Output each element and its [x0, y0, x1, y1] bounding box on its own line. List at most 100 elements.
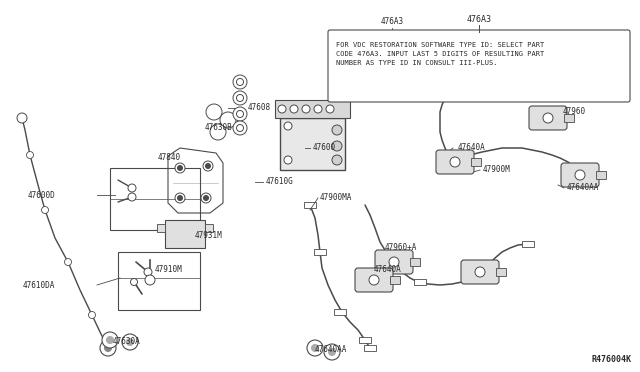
Circle shape — [237, 78, 243, 86]
Circle shape — [177, 166, 182, 170]
Circle shape — [278, 105, 286, 113]
FancyBboxPatch shape — [561, 163, 599, 187]
Bar — [157, 224, 165, 232]
Circle shape — [42, 206, 49, 214]
Circle shape — [475, 267, 485, 277]
Text: 47910M: 47910M — [155, 266, 183, 275]
Circle shape — [324, 344, 340, 360]
Circle shape — [233, 121, 247, 135]
Circle shape — [233, 75, 247, 89]
Text: 47640AA: 47640AA — [315, 346, 348, 355]
Bar — [410, 258, 420, 266]
Circle shape — [237, 125, 243, 131]
Bar — [446, 159, 458, 165]
Text: 47608: 47608 — [248, 103, 271, 112]
Text: 47630A: 47630A — [113, 337, 141, 346]
Circle shape — [237, 110, 243, 118]
Circle shape — [100, 340, 116, 356]
Circle shape — [175, 193, 185, 203]
Circle shape — [326, 105, 334, 113]
Text: 47960: 47960 — [563, 108, 586, 116]
Bar — [304, 202, 316, 208]
Bar — [334, 309, 346, 315]
Bar — [390, 276, 400, 284]
FancyBboxPatch shape — [355, 268, 393, 292]
Bar — [359, 337, 371, 343]
Text: 47640A: 47640A — [458, 144, 486, 153]
Circle shape — [314, 105, 322, 113]
FancyBboxPatch shape — [529, 106, 567, 130]
Text: 47840: 47840 — [158, 154, 181, 163]
Bar — [496, 268, 506, 276]
Circle shape — [210, 124, 226, 140]
Circle shape — [233, 107, 247, 121]
Text: FOR VDC RESTORATION SOFTWARE TYPE ID: SELECT PART
CODE 476A3. INPUT LAST 5 DIGIT: FOR VDC RESTORATION SOFTWARE TYPE ID: SE… — [336, 42, 544, 66]
Circle shape — [575, 170, 585, 180]
Circle shape — [128, 184, 136, 192]
Circle shape — [102, 332, 118, 348]
Circle shape — [543, 113, 553, 123]
Circle shape — [144, 268, 152, 276]
Circle shape — [284, 122, 292, 130]
Text: 47931M: 47931M — [195, 231, 223, 240]
Circle shape — [128, 193, 136, 201]
Circle shape — [19, 115, 26, 122]
Circle shape — [290, 105, 298, 113]
Bar — [314, 249, 326, 255]
Text: 47610G: 47610G — [266, 177, 294, 186]
Circle shape — [203, 161, 213, 171]
Bar — [364, 345, 376, 351]
Circle shape — [307, 340, 323, 356]
Text: 47900MA: 47900MA — [320, 193, 353, 202]
Circle shape — [332, 141, 342, 151]
Bar — [118, 252, 200, 310]
Text: 47610DA: 47610DA — [22, 280, 55, 289]
Text: 47900M: 47900M — [483, 166, 511, 174]
Circle shape — [237, 94, 243, 102]
Circle shape — [332, 155, 342, 165]
Circle shape — [233, 91, 247, 105]
FancyBboxPatch shape — [328, 30, 630, 102]
Circle shape — [201, 193, 211, 203]
Circle shape — [65, 259, 72, 266]
Circle shape — [312, 344, 319, 352]
Circle shape — [145, 275, 155, 285]
Circle shape — [206, 104, 222, 120]
Bar — [574, 172, 586, 178]
Bar — [596, 171, 606, 179]
Circle shape — [450, 157, 460, 167]
Circle shape — [302, 105, 310, 113]
Circle shape — [177, 196, 182, 201]
Circle shape — [328, 349, 335, 356]
Bar — [165, 220, 205, 248]
Circle shape — [332, 125, 342, 135]
Circle shape — [26, 151, 33, 158]
Text: 476A3: 476A3 — [380, 17, 404, 26]
Circle shape — [389, 257, 399, 267]
Bar — [414, 279, 426, 285]
Circle shape — [205, 164, 211, 169]
Text: 47960+A: 47960+A — [385, 244, 417, 253]
Bar — [522, 241, 534, 247]
Circle shape — [220, 112, 236, 128]
Text: 47640AA: 47640AA — [567, 183, 600, 192]
Circle shape — [204, 196, 209, 201]
Circle shape — [284, 156, 292, 164]
Circle shape — [88, 311, 95, 318]
Text: R476004K: R476004K — [592, 355, 632, 364]
Text: 47630B: 47630B — [205, 124, 233, 132]
Circle shape — [131, 279, 138, 285]
Bar — [280, 118, 345, 170]
Circle shape — [17, 113, 27, 123]
Circle shape — [127, 339, 134, 346]
Text: 47640A: 47640A — [374, 266, 402, 275]
FancyBboxPatch shape — [436, 150, 474, 174]
Bar — [471, 158, 481, 166]
Circle shape — [122, 334, 138, 350]
Bar — [564, 114, 574, 122]
Bar — [205, 224, 213, 232]
Text: 476A3: 476A3 — [467, 15, 492, 24]
FancyBboxPatch shape — [375, 250, 413, 274]
Circle shape — [175, 163, 185, 173]
Circle shape — [104, 344, 111, 352]
